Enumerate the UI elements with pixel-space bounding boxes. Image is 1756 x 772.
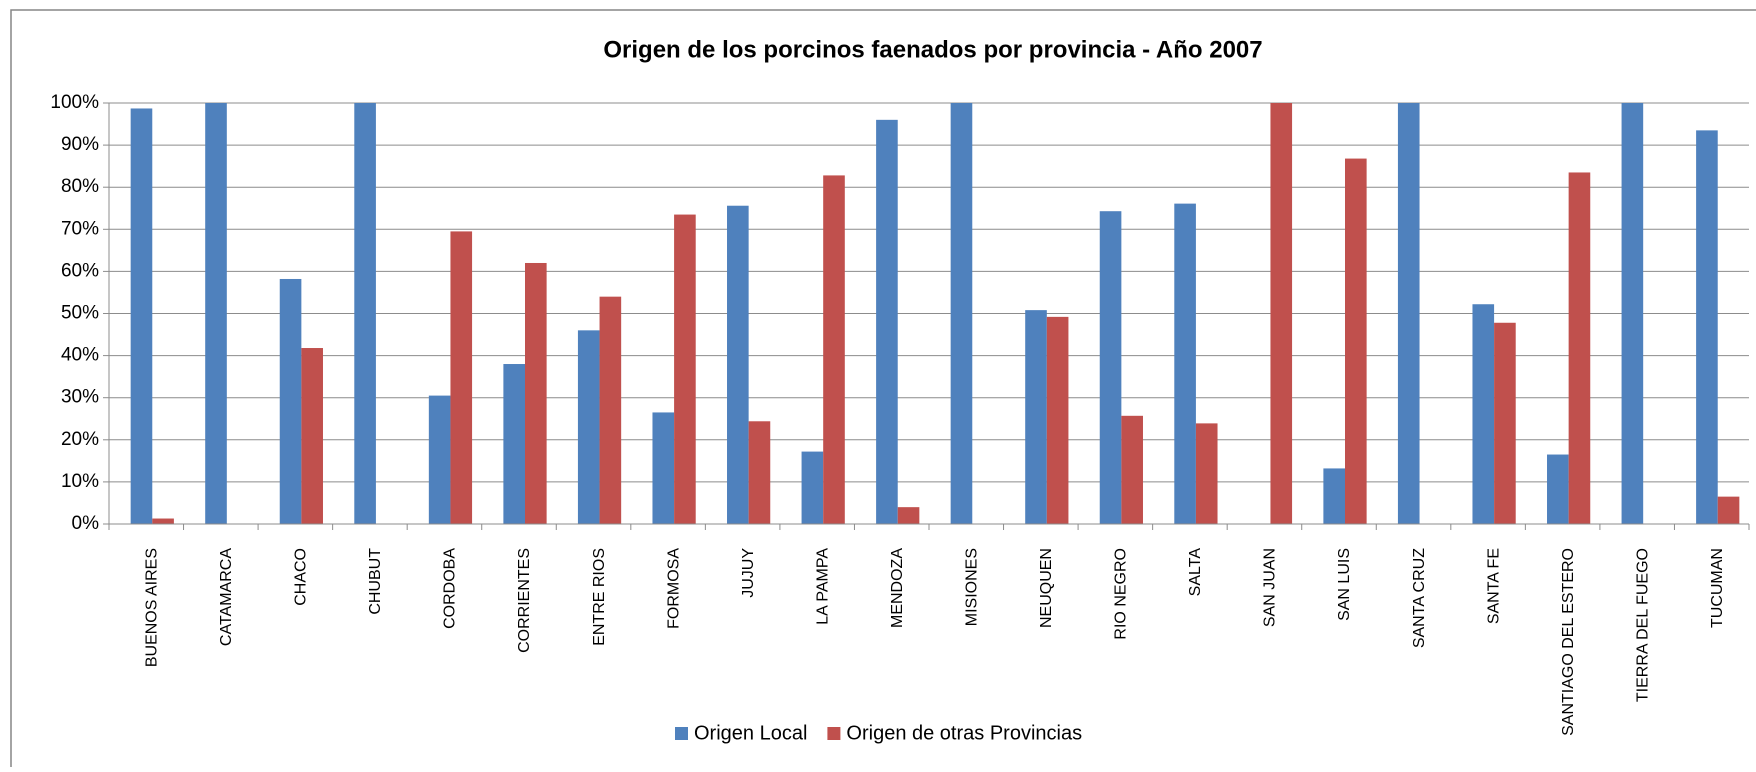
legend-swatch [827,727,841,740]
x-tick-label: SALTA [1187,548,1204,597]
x-tick-label: MISIONES [963,548,980,626]
x-tick-label: TIERRA DEL FUEGO [1634,548,1651,702]
legend-label: Origen de otras Provincias [846,722,1082,744]
bar [1494,322,1516,524]
y-tick-label: 60% [61,260,99,281]
bar [525,262,547,524]
x-tick-label: SAN LUIS [1336,548,1353,621]
x-tick-label: CHUBUT [367,548,384,615]
bar [428,395,451,524]
y-tick-label: 0% [72,513,100,534]
bar [823,175,845,525]
bar [205,103,227,524]
bar [674,214,696,524]
y-tick-label: 50% [61,303,99,324]
bar [130,108,153,525]
x-tick-label: CORDOBA [442,548,459,629]
bar [1046,316,1069,524]
y-tick-label: 90% [61,134,99,155]
bar [876,119,898,524]
x-tick-label: MENDOZA [889,548,906,628]
bar [301,348,323,524]
x-tick-label: RIO NEGRO [1113,548,1130,640]
bar [450,231,473,524]
bar [1397,103,1420,524]
x-tick-label: TUCUMAN [1709,548,1726,628]
legend-label: Origen Local [694,722,807,744]
x-tick-label: LA PAMPA [814,548,831,625]
x-tick-label: SANTA FE [1485,548,1502,624]
bar [1195,423,1218,524]
y-tick-label: 10% [61,471,99,492]
x-tick-label: ENTRE RIOS [591,548,608,646]
legend-swatch [675,727,688,740]
x-tick-label: SAN JUAN [1262,548,1279,627]
bar [1323,468,1345,524]
x-tick-label: SANTIAGO DEL ESTERO [1560,548,1577,736]
bar [1696,130,1718,525]
bar [1099,211,1122,524]
bar [897,507,920,524]
x-tick-label: FORMOSA [665,548,682,629]
chart-title: Origen de los porcinos faenados por prov… [603,36,1262,63]
bar [1547,454,1569,524]
y-tick-label: 80% [61,176,99,197]
bar [1121,415,1143,524]
bar [950,103,973,524]
y-tick-label: 70% [61,218,99,239]
y-tick-label: 20% [61,429,99,450]
bar [1174,203,1196,524]
x-tick-label: CORRIENTES [516,548,533,653]
bar [1270,103,1293,524]
x-tick-label: JUJUY [740,548,757,598]
x-tick-label: SANTA CRUZ [1411,548,1428,648]
bar [599,296,622,524]
x-tick-label: NEUQUEN [1038,548,1055,628]
bar [279,278,302,524]
x-tick-label: BUENOS AIRES [143,548,160,667]
bar [152,518,174,524]
y-tick-label: 100% [50,92,99,113]
bar [1568,172,1591,524]
x-tick-label: CHACO [293,548,310,606]
y-tick-label: 30% [61,387,99,408]
bar [503,364,525,524]
bar [354,103,376,524]
bar [1717,496,1740,524]
bar [652,412,675,524]
bar [577,330,600,524]
bar [1345,158,1367,524]
bar [748,421,771,524]
bar [801,451,824,524]
bar [727,205,749,524]
x-tick-label: CATAMARCA [218,548,235,646]
bar [1472,304,1495,524]
bar [1025,310,1047,524]
bar [1621,103,1644,524]
y-tick-label: 40% [61,345,99,366]
